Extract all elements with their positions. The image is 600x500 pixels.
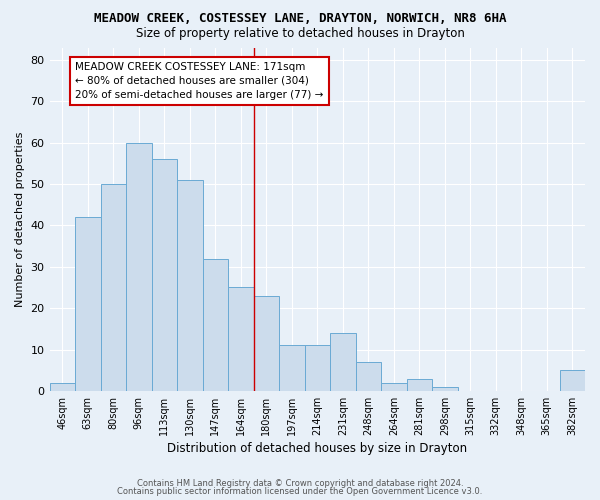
Bar — [254, 296, 279, 391]
Bar — [177, 180, 203, 391]
Text: Size of property relative to detached houses in Drayton: Size of property relative to detached ho… — [136, 28, 464, 40]
Text: MEADOW CREEK, COSTESSEY LANE, DRAYTON, NORWICH, NR8 6HA: MEADOW CREEK, COSTESSEY LANE, DRAYTON, N… — [94, 12, 506, 26]
Bar — [152, 159, 177, 391]
Bar — [101, 184, 126, 391]
Text: Contains HM Land Registry data © Crown copyright and database right 2024.: Contains HM Land Registry data © Crown c… — [137, 478, 463, 488]
X-axis label: Distribution of detached houses by size in Drayton: Distribution of detached houses by size … — [167, 442, 467, 455]
Text: MEADOW CREEK COSTESSEY LANE: 171sqm
← 80% of detached houses are smaller (304)
2: MEADOW CREEK COSTESSEY LANE: 171sqm ← 80… — [75, 62, 323, 100]
Bar — [330, 333, 356, 391]
Bar — [305, 346, 330, 391]
Bar — [203, 258, 228, 391]
Bar — [126, 142, 152, 391]
Bar — [75, 217, 101, 391]
Bar — [432, 387, 458, 391]
Bar — [356, 362, 381, 391]
Bar — [560, 370, 585, 391]
Bar — [228, 288, 254, 391]
Bar — [279, 346, 305, 391]
Bar — [407, 378, 432, 391]
Y-axis label: Number of detached properties: Number of detached properties — [15, 132, 25, 307]
Bar — [381, 382, 407, 391]
Bar — [50, 382, 75, 391]
Text: Contains public sector information licensed under the Open Government Licence v3: Contains public sector information licen… — [118, 487, 482, 496]
